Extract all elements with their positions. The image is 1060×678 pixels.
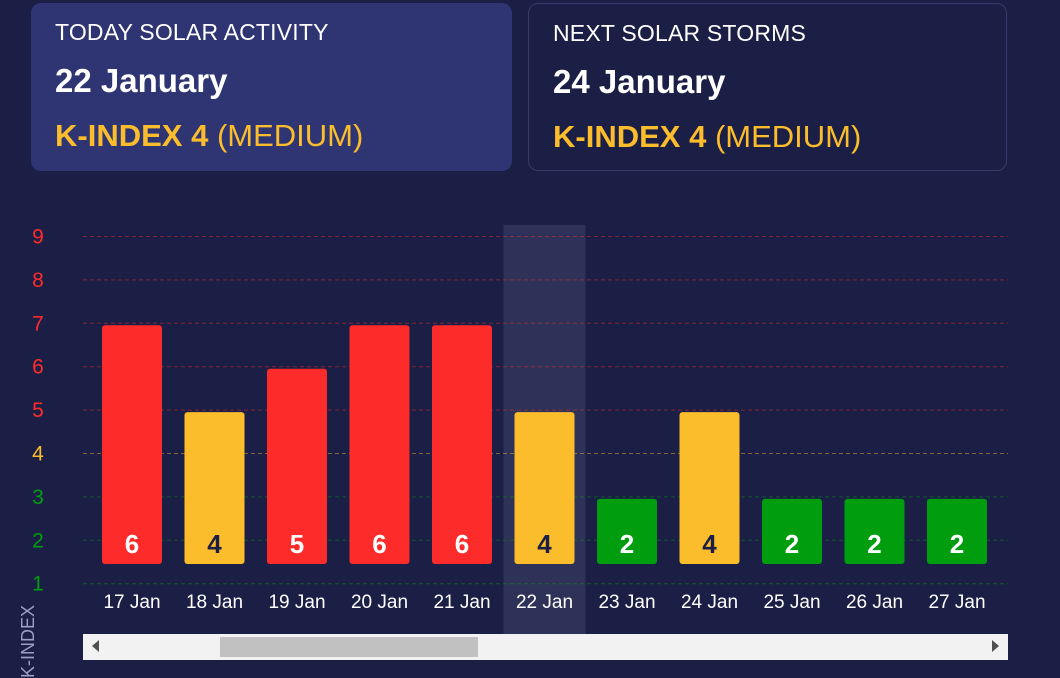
bar-21-jan [432,325,492,564]
bar-value-label: 6 [455,529,469,559]
x-tick-label: 25 Jan [763,592,820,613]
bar-value-label: 2 [620,529,634,559]
scrollbar-thumb[interactable] [220,637,478,657]
next-storms-card[interactable]: NEXT SOLAR STORMS 24 January K-INDEX 4 (… [528,3,1007,171]
y-tick-9: 9 [32,226,44,249]
x-tick-label: 21 Jan [433,592,490,613]
today-k-index: K-INDEX 4 (MEDIUM) [55,118,488,154]
scroll-right-arrow-icon[interactable] [992,640,999,652]
y-tick-7: 7 [32,312,44,335]
today-card-label: TODAY SOLAR ACTIVITY [55,19,329,45]
bar-value-label: 2 [785,529,799,559]
x-tick-label: 22 Jan [516,592,573,613]
bar-19-jan [267,368,327,564]
bar-24-jan [679,412,740,564]
today-k-index-level: (MEDIUM) [216,118,364,153]
y-tick-3: 3 [32,486,44,509]
bar-17-jan [102,325,162,564]
bar-value-label: 4 [537,529,552,559]
bar-value-label: 6 [372,529,386,559]
bar-22-jan [514,412,575,564]
bar-20-jan [349,325,410,564]
next-card-date: 24 January [553,63,726,100]
bar-27-jan [927,498,987,564]
y-tick-1: 1 [32,573,44,596]
bar-value-label: 4 [207,529,222,559]
bar-value-label: 6 [125,529,139,559]
y-axis-title: K-INDEX [18,604,38,678]
y-tick-2: 2 [32,529,44,552]
x-tick-label: 24 Jan [681,592,738,613]
y-tick-8: 8 [32,269,44,292]
x-tick-label: 17 Jan [103,592,160,613]
x-tick-label: 23 Jan [598,592,655,613]
next-k-index-value: K-INDEX 4 [553,119,707,154]
y-tick-5: 5 [32,399,44,422]
next-k-index-level: (MEDIUM) [714,119,862,154]
bar-23-jan [597,498,657,564]
x-tick-label: 19 Jan [268,592,325,613]
bar-18-jan [184,412,245,564]
x-tick-label: 18 Jan [186,592,243,613]
bar-value-label: 5 [290,529,304,559]
scroll-left-arrow-icon[interactable] [92,640,99,652]
today-activity-card: TODAY SOLAR ACTIVITY 22 January K-INDEX … [31,3,512,171]
x-tick-label: 26 Jan [846,592,903,613]
bar-26-jan [844,498,905,564]
bar-25-jan [762,498,822,564]
today-k-index-value: K-INDEX 4 [55,118,209,153]
next-card-label: NEXT SOLAR STORMS [553,20,807,46]
x-tick-label: 20 Jan [351,592,408,613]
y-tick-6: 6 [32,356,44,379]
bar-value-label: 2 [867,529,881,559]
bar-value-label: 2 [950,529,964,559]
x-tick-label: 27 Jan [928,592,985,613]
bar-value-label: 4 [702,529,717,559]
next-k-index: K-INDEX 4 (MEDIUM) [553,119,982,155]
today-card-date: 22 January [55,62,228,99]
y-tick-4: 4 [32,443,44,466]
chart-scrollbar[interactable] [83,634,1008,660]
